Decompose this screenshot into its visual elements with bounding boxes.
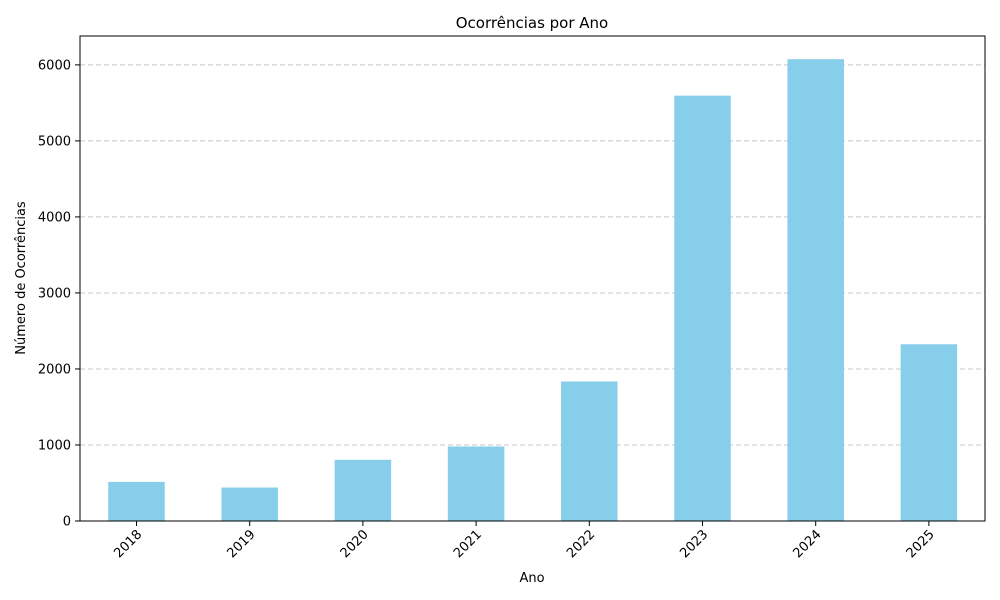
y-axis: 0 1000 2000 3000 4000 5000 6000 <box>38 58 80 530</box>
x-axis-label: Ano <box>519 571 544 586</box>
bar-2023 <box>674 95 731 521</box>
x-tick-label: 2022 <box>564 527 598 561</box>
bar-2021 <box>447 446 505 521</box>
y-tick-label: 5000 <box>38 134 71 149</box>
y-tick-label: 3000 <box>38 286 71 301</box>
bar-2020 <box>334 459 392 521</box>
x-tick-label: 2021 <box>451 527 485 561</box>
x-tick-label: 2025 <box>904 527 938 561</box>
bars <box>108 59 958 522</box>
bar-2019 <box>221 487 278 521</box>
x-tick-label: 2018 <box>111 527 145 561</box>
y-tick-label: 4000 <box>38 210 71 225</box>
y-tick-label: 1000 <box>38 438 71 453</box>
x-tick-label: 2019 <box>225 527 259 561</box>
grid-lines <box>80 64 985 446</box>
bar-2024 <box>787 59 844 522</box>
y-tick-label: 2000 <box>38 362 71 377</box>
x-tick-label: 2024 <box>791 527 825 561</box>
x-tick-label: 2020 <box>338 527 372 561</box>
chart-title: Ocorrências por Ano <box>456 14 608 32</box>
y-tick-label: 6000 <box>38 58 71 73</box>
x-tick-label: 2023 <box>677 527 711 561</box>
y-tick-label: 0 <box>63 515 71 530</box>
bar-2018 <box>108 481 165 521</box>
x-axis: 2018 2019 2020 2021 2022 2023 2024 2025 <box>111 521 938 561</box>
plot-frame <box>79 35 986 522</box>
y-axis-label: Número de Ocorrências <box>14 201 29 355</box>
bar-2025 <box>900 344 958 521</box>
bar-2022 <box>561 381 618 521</box>
